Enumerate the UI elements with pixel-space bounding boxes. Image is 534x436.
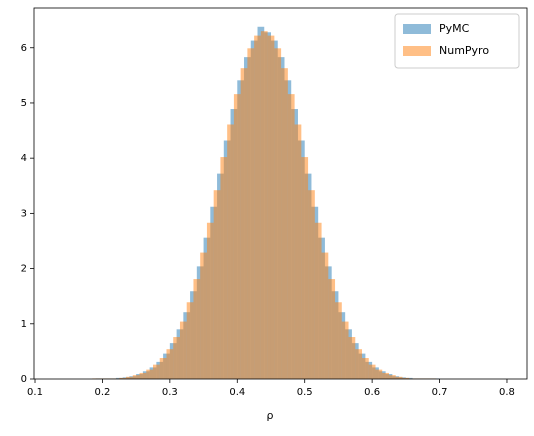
y-tick-label: 0 [21, 374, 27, 385]
bar [179, 321, 187, 379]
bar [200, 252, 207, 379]
bar [119, 377, 127, 379]
bar [254, 35, 261, 380]
bar [227, 124, 234, 379]
x-tick-label: 0.1 [27, 387, 43, 398]
x-tick-label: 0.8 [499, 387, 515, 398]
bar [335, 302, 342, 379]
x-axis-label: ρ [267, 409, 274, 422]
x-tick-label: 0.5 [297, 387, 313, 398]
bar [274, 48, 282, 379]
bar [375, 369, 383, 379]
bar [362, 358, 369, 379]
bar [308, 190, 315, 379]
x-tick-label: 0.2 [94, 387, 110, 398]
bar [287, 94, 295, 379]
y-tick-label: 4 [21, 153, 27, 164]
bar [294, 124, 302, 379]
bar [301, 157, 309, 379]
y-tick-label: 3 [21, 208, 27, 219]
legend-label: NumPyro [439, 44, 489, 57]
bar [193, 279, 201, 379]
bar [159, 358, 167, 379]
bar [146, 369, 154, 379]
bar [314, 222, 322, 379]
bar [321, 252, 329, 379]
bar [153, 364, 160, 379]
bar [281, 68, 288, 379]
bar [368, 364, 376, 379]
x-tick-label: 0.3 [162, 387, 178, 398]
bar [260, 31, 268, 379]
bar [186, 302, 194, 379]
y-tick-label: 2 [21, 264, 27, 275]
bar [341, 321, 349, 379]
legend-label: PyMC [439, 22, 470, 35]
bar [166, 349, 174, 379]
bar [267, 35, 275, 380]
bar [247, 48, 255, 379]
bar [382, 372, 389, 379]
bar [388, 375, 396, 379]
bar [173, 337, 180, 379]
x-tick-label: 0.4 [229, 387, 245, 398]
y-tick-label: 1 [21, 319, 27, 330]
bar [139, 372, 147, 379]
legend-swatch [403, 24, 431, 34]
bar [233, 94, 241, 379]
bar [355, 349, 363, 379]
bar [132, 375, 140, 379]
y-tick-label: 6 [21, 43, 27, 54]
y-tick-label: 5 [21, 98, 27, 109]
bar [328, 279, 336, 379]
bar [240, 68, 248, 379]
bar [220, 157, 228, 379]
bar [348, 337, 356, 379]
bar [213, 190, 221, 379]
x-tick-label: 0.7 [432, 387, 448, 398]
axes-frame [33, 7, 528, 380]
bar [206, 222, 214, 379]
legend-swatch [403, 46, 431, 56]
x-tick-label: 0.6 [364, 387, 380, 398]
bar [395, 376, 403, 379]
bar [126, 376, 133, 379]
bar [402, 377, 410, 379]
